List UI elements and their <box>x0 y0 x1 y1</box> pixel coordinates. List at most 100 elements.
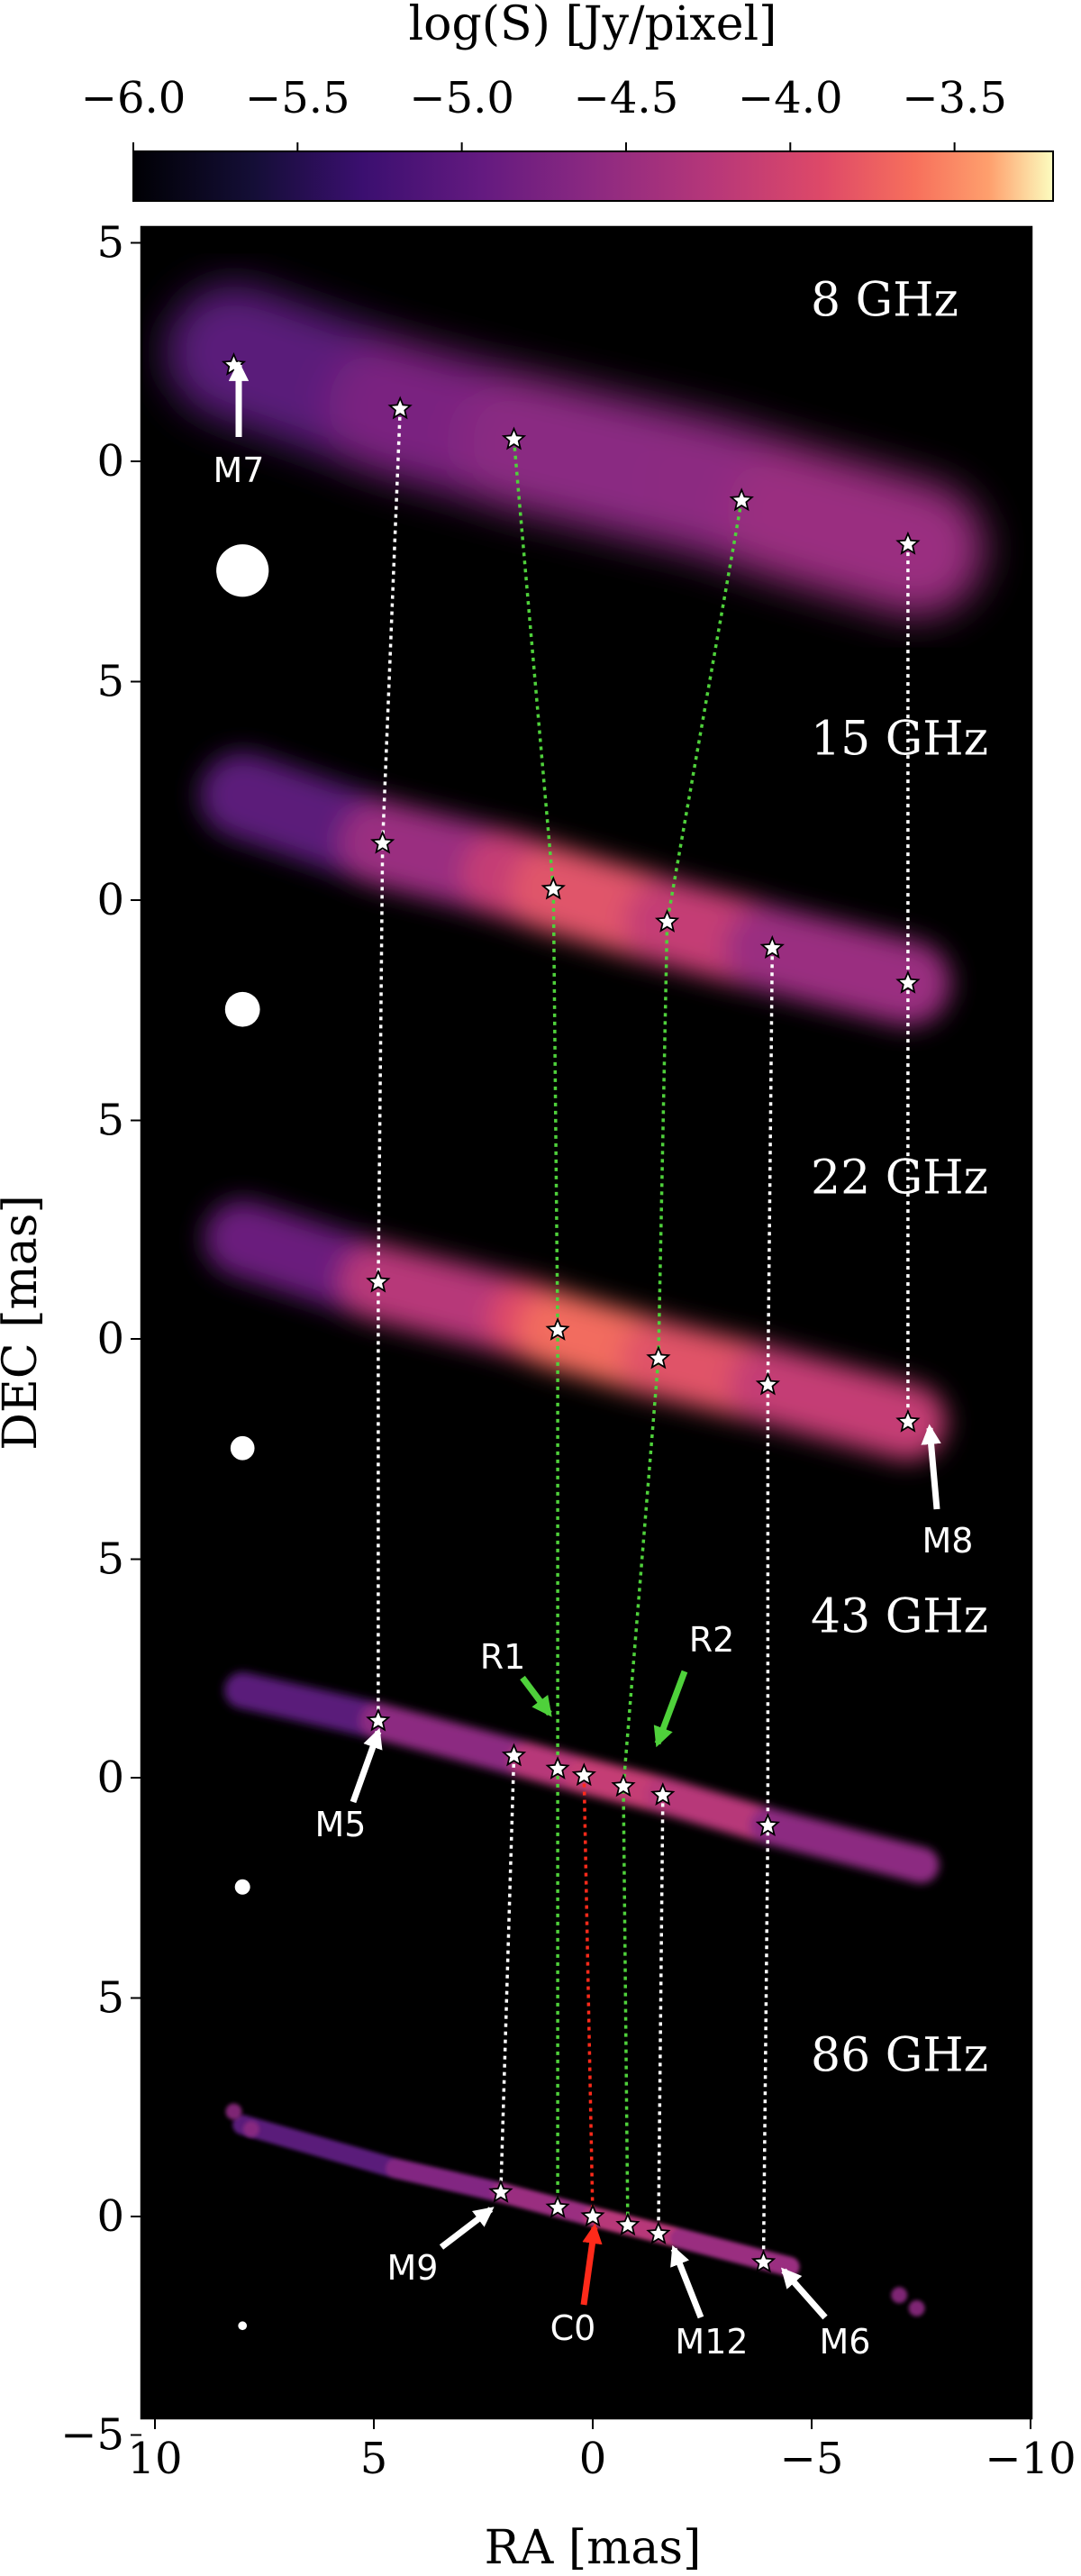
x-tick-label: −10 <box>985 2434 1076 2484</box>
colorbar-tick-label: −4.0 <box>738 73 843 123</box>
colorbar-tick-label: −4.5 <box>574 73 679 123</box>
component-marker <box>571 1762 596 1787</box>
annotation-label: R1 <box>480 1637 526 1677</box>
component-marker <box>540 876 566 900</box>
y-axis-ticks: 5 0 5 0 5 0 5 0 5 0 −5 <box>60 218 141 2461</box>
x-tick-label: −5 <box>780 2434 844 2484</box>
annotation-arrow <box>781 2267 828 2320</box>
annotation-label: R2 <box>689 1620 735 1660</box>
annotation-label: M8 <box>922 1521 974 1561</box>
x-tick-label: 0 <box>579 2434 607 2484</box>
component-marker <box>488 2179 513 2203</box>
component-marker <box>755 1371 781 1396</box>
jet-segment <box>359 1702 546 1779</box>
colorbar-tick-label: −6.0 <box>81 73 186 123</box>
jet-segment <box>724 905 951 1026</box>
y-tick-label: 5 <box>96 1096 124 1146</box>
component-marker <box>755 1812 781 1836</box>
component-annotations: M7 M8 R1 R2 M5 M9 C0 M12 M6 <box>213 360 974 2362</box>
y-tick-label: 0 <box>96 1752 124 1803</box>
colorbar-tick-label: −5.5 <box>245 73 350 123</box>
component-marker <box>759 934 785 959</box>
component-marker <box>501 426 527 451</box>
jet-glow <box>166 284 985 616</box>
component-marker <box>729 487 754 512</box>
frequency-label: 22 GHz <box>811 1151 988 1206</box>
y-axis-label: DEC [mas] <box>0 1195 48 1451</box>
component-track <box>582 1775 595 2217</box>
annotation-arrow <box>670 2244 704 2319</box>
beam-ellipse <box>238 2321 248 2331</box>
component-marker <box>646 2221 671 2245</box>
jet-segment <box>232 2115 406 2179</box>
y-tick-label: 5 <box>96 1534 124 1585</box>
annotation-label: M6 <box>820 2322 871 2362</box>
frequency-label: 8 GHz <box>811 274 958 328</box>
plot-area: 8 GHz 15 GHz 22 GHz 43 GHz 86 GHz M7 M8 R1 R2 M5… <box>140 225 1033 2420</box>
annotation-arrow <box>350 1727 383 1804</box>
component-marker <box>615 2212 640 2236</box>
component-marker <box>750 2249 777 2273</box>
y-tick-label: 0 <box>96 436 124 487</box>
component-track <box>657 1795 665 2235</box>
x-tick-label: 5 <box>360 2434 388 2484</box>
jet-segment <box>583 2207 691 2249</box>
component-marker <box>545 2194 570 2218</box>
annotation-arrow <box>520 1675 552 1717</box>
component-track <box>622 500 743 2226</box>
component-marker <box>370 830 395 854</box>
emission-blob <box>891 2287 908 2304</box>
colorbar: log(S) [Jy/pixel] −6.0 −5.5 −5.0 −4.5 −4.0 −3… <box>81 0 1054 202</box>
annotation-label: M12 <box>675 2322 748 2362</box>
jet-segment <box>224 1672 396 1739</box>
annotation-label: M5 <box>315 1805 367 1844</box>
y-tick-label: 5 <box>96 218 124 269</box>
y-tick-label: 5 <box>96 1973 124 2024</box>
colorbar-label: log(S) [Jy/pixel] <box>409 0 777 51</box>
component-marker <box>387 396 413 420</box>
component-marker <box>501 1743 527 1767</box>
component-marker <box>895 1408 921 1433</box>
components <box>221 351 921 2273</box>
beams <box>216 544 269 2331</box>
component-marker <box>366 1269 391 1293</box>
frequency-label: 43 GHz <box>811 1590 988 1644</box>
colorbar-tick-label: −5.0 <box>409 73 514 123</box>
colorbar-tick-label: −3.5 <box>902 73 1007 123</box>
emission-blob <box>225 2103 242 2120</box>
annotation-arrow <box>580 2223 603 2306</box>
component-marker <box>580 2203 605 2227</box>
x-axis-ticks: 10 5 0 −5 −10 <box>127 2418 1076 2484</box>
component-marker <box>654 908 680 933</box>
emission-blob <box>242 2121 259 2137</box>
component-track <box>761 948 775 2262</box>
y-tick-label: −5 <box>60 2410 124 2461</box>
beam-ellipse <box>216 544 269 597</box>
annotation-arrow <box>921 1424 941 1510</box>
beam-ellipse <box>224 991 260 1027</box>
component-marker <box>650 1782 676 1807</box>
jet-segment <box>644 1777 786 1844</box>
jet-segment <box>726 446 985 616</box>
y-tick-label: 5 <box>96 657 124 707</box>
jet-glow <box>199 752 951 1026</box>
plot-frame <box>140 225 1033 2420</box>
annotation-label: M7 <box>213 451 265 490</box>
component-marker <box>545 1316 570 1341</box>
jet-segment <box>749 1807 940 1883</box>
annotation-label: M9 <box>387 2248 439 2288</box>
component-marker <box>366 1707 391 1732</box>
jet-segment <box>386 2158 511 2203</box>
annotation-arrow <box>653 1670 688 1748</box>
component-marker <box>895 531 921 555</box>
frequency-label: 15 GHz <box>811 713 988 767</box>
frequency-label: 86 GHz <box>811 2029 988 2083</box>
component-connectors <box>377 408 910 2262</box>
annotation-arrow <box>439 2207 495 2250</box>
x-axis-label: RA [mas] <box>485 2521 702 2575</box>
colorbar-gradient <box>132 150 1054 202</box>
component-marker <box>895 969 921 994</box>
annotation-label: C0 <box>550 2308 596 2348</box>
component-marker <box>611 1773 636 1798</box>
beam-ellipse <box>234 1879 250 1895</box>
